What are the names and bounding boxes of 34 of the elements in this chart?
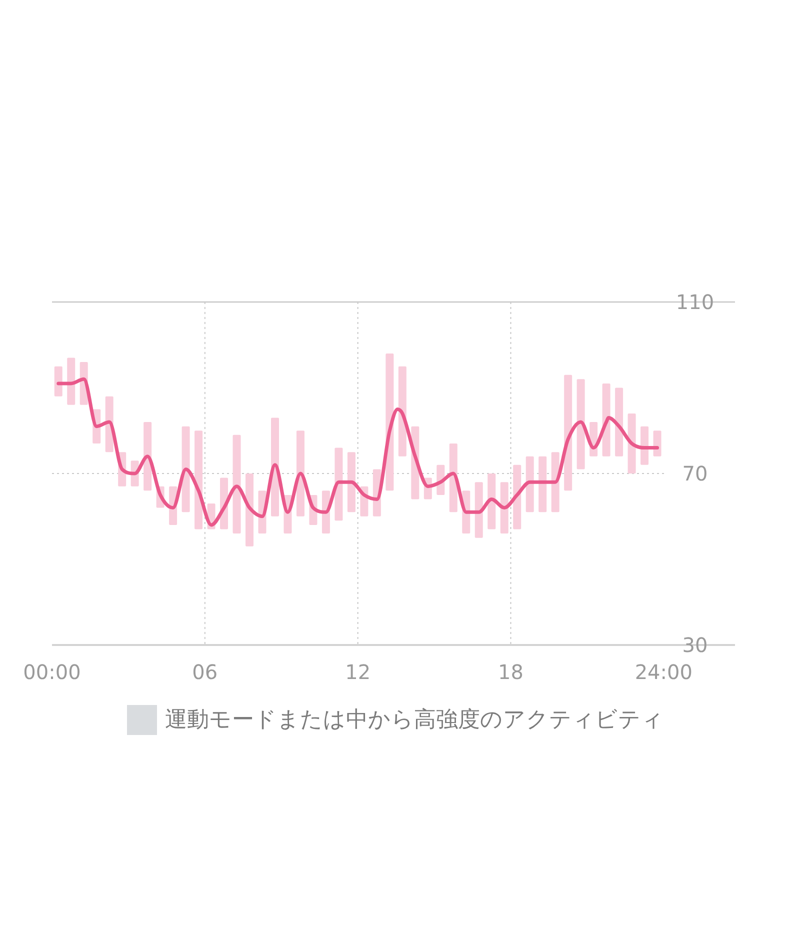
bar — [513, 464, 522, 530]
bar — [182, 426, 190, 512]
y-tick-label: 110 — [676, 290, 714, 314]
bar — [449, 443, 458, 512]
bar — [474, 482, 483, 538]
x-tick-label: 24:00 — [634, 660, 692, 684]
bar — [398, 366, 406, 456]
bar — [334, 448, 343, 521]
y-tick-label: 70 — [682, 462, 708, 486]
bar — [296, 430, 304, 516]
bar — [526, 456, 534, 512]
bar — [576, 379, 585, 470]
x-tick-label: 18 — [498, 660, 524, 684]
bar — [54, 366, 62, 396]
bar — [653, 430, 662, 456]
bar — [67, 358, 76, 405]
x-tick-label: 12 — [345, 660, 371, 684]
bar — [628, 413, 636, 474]
legend-label: 運動モードまたは中から高強度のアクティビティ — [165, 708, 664, 732]
bar — [488, 474, 496, 530]
bar — [500, 482, 508, 534]
bar — [564, 374, 572, 491]
bar — [538, 456, 547, 512]
legend: 運動モードまたは中から高強度のアクティビティ — [127, 705, 664, 735]
bar — [144, 422, 152, 491]
bar — [551, 452, 560, 512]
x-tick-label: 06 — [192, 660, 218, 684]
bar — [232, 434, 241, 534]
bar — [615, 388, 624, 456]
bar — [640, 426, 649, 465]
x-tick-label: 00:00 — [23, 660, 81, 684]
bar — [347, 452, 356, 512]
y-tick-label: 30 — [682, 633, 708, 657]
bar — [246, 474, 254, 546]
